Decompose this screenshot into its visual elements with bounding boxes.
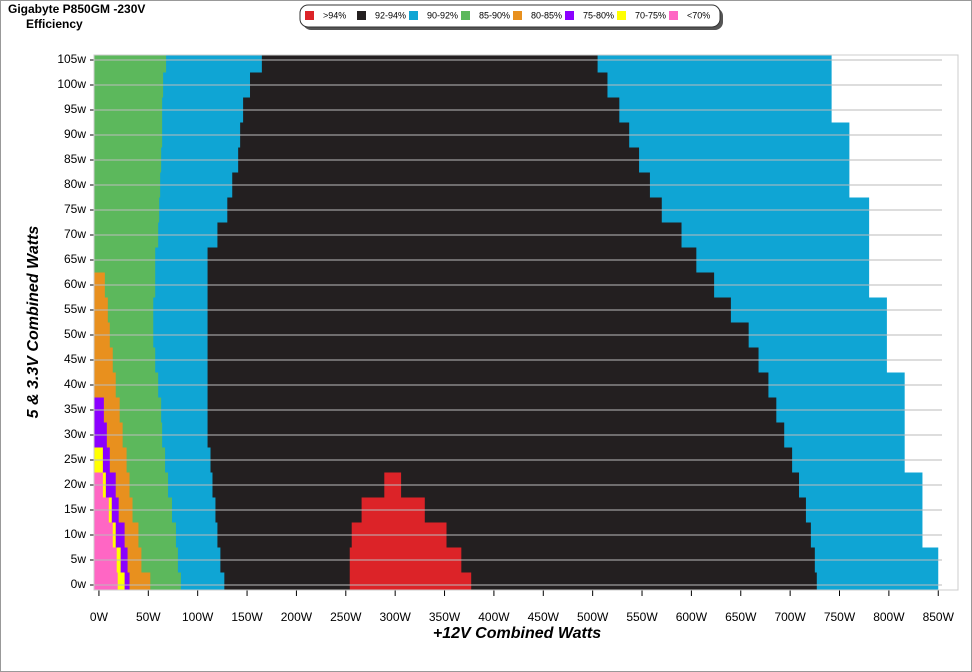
y-tick-label: 85w xyxy=(64,152,86,166)
x-tick-label: 400W xyxy=(478,610,510,624)
x-tick-label: 500W xyxy=(577,610,609,624)
y-tick-label: 45w xyxy=(64,352,86,366)
y-tick-label: 20w xyxy=(64,477,86,491)
y-tick-label: 25w xyxy=(64,452,86,466)
efficiency-region xyxy=(94,55,167,73)
legend-swatch xyxy=(357,11,366,20)
legend-swatch xyxy=(669,11,678,20)
legend-label: 92-94% xyxy=(375,10,406,20)
y-tick-label: 60w xyxy=(64,277,86,291)
x-tick-label: 600W xyxy=(676,610,708,624)
legend-box xyxy=(299,4,721,28)
y-tick-label: 55w xyxy=(64,302,86,316)
legend-label: 75-80% xyxy=(583,10,614,20)
x-tick-label: 800W xyxy=(873,610,905,624)
y-tick-label: 90w xyxy=(64,127,86,141)
legend-swatch xyxy=(513,11,522,20)
x-tick-label: 200W xyxy=(281,610,313,624)
x-tick-label: 350W xyxy=(429,610,461,624)
y-tick-label: 105w xyxy=(57,52,86,66)
legend-label: 90-92% xyxy=(427,10,458,20)
y-tick-label: 50w xyxy=(64,327,86,341)
x-tick-label: 850W xyxy=(923,610,955,624)
y-tick-label: 15w xyxy=(64,502,86,516)
x-tick-label: 50W xyxy=(136,610,161,624)
chart-title: Gigabyte P850GM -230V xyxy=(8,2,145,16)
efficiency-region xyxy=(349,572,472,590)
x-tick-label: 100W xyxy=(182,610,214,624)
x-tick-label: 300W xyxy=(379,610,411,624)
chart-subtitle: Efficiency xyxy=(26,17,83,31)
plot-area xyxy=(94,55,939,590)
legend-label: >94% xyxy=(323,10,346,20)
x-tick-label: 450W xyxy=(528,610,560,624)
legend-swatch xyxy=(461,11,470,20)
legend-label: 70-75% xyxy=(635,10,666,20)
legend-label: 80-85% xyxy=(531,10,562,20)
legend-swatch xyxy=(617,11,626,20)
x-tick-label: 750W xyxy=(824,610,856,624)
y-tick-label: 0w xyxy=(71,577,87,591)
y-tick-label: 80w xyxy=(64,177,86,191)
x-tick-label: 250W xyxy=(330,610,362,624)
y-tick-label: 40w xyxy=(64,377,86,391)
legend-swatch xyxy=(305,11,314,20)
x-tick-label: 550W xyxy=(626,610,658,624)
y-tick-label: 30w xyxy=(64,427,86,441)
y-tick-label: 10w xyxy=(64,527,86,541)
y-tick-label: 5w xyxy=(71,552,87,566)
efficiency-region xyxy=(94,572,118,590)
y-tick-label: 35w xyxy=(64,402,86,416)
legend-swatch xyxy=(565,11,574,20)
y-tick-label: 65w xyxy=(64,252,86,266)
x-tick-label: 150W xyxy=(231,610,263,624)
plot-frame xyxy=(93,54,959,591)
legend-label: 85-90% xyxy=(479,10,510,20)
x-tick-label: 650W xyxy=(725,610,757,624)
x-tick-label: 0W xyxy=(90,610,109,624)
legend-label: <70% xyxy=(687,10,710,20)
legend-swatch xyxy=(409,11,418,20)
y-tick-label: 70w xyxy=(64,227,86,241)
y-tick-label: 95w xyxy=(64,102,86,116)
y-axis-label: 5 & 3.3V Combined Watts xyxy=(25,226,42,419)
efficiency-region xyxy=(261,55,598,73)
y-tick-label: 75w xyxy=(64,202,86,216)
x-tick-label: 700W xyxy=(774,610,806,624)
y-tick-label: 100w xyxy=(57,77,86,91)
x-axis-label: +12V Combined Watts xyxy=(433,625,601,642)
